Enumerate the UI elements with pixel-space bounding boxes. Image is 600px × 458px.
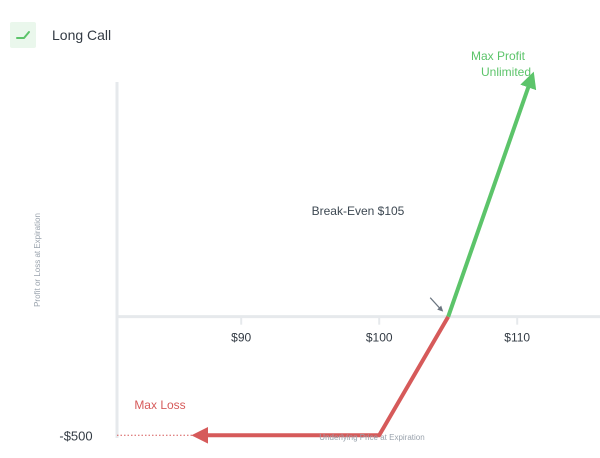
breakeven-pointer-arrowhead — [437, 305, 444, 312]
y-axis-label: Profit or Loss at Expiration — [33, 213, 42, 307]
x-tick-label: $90 — [231, 331, 251, 345]
max-profit-label-line-1: Max Profit — [471, 49, 526, 63]
loss-segment-line — [191, 315, 450, 444]
legend: Long Call — [10, 22, 111, 48]
max-profit-label-line-2: Unlimited — [481, 65, 531, 79]
max-loss-label: Max Loss — [134, 398, 185, 412]
legend-label: Long Call — [52, 27, 112, 43]
long-call-payoff-icon — [10, 22, 36, 48]
y-tick-label: -$500 — [59, 428, 92, 443]
profit-segment-line — [446, 71, 537, 318]
x-tick-label: $100 — [366, 331, 393, 345]
x-axis-label: Underlying Price at Expiration — [319, 433, 424, 442]
breakeven-annotation: Break-Even $105 — [312, 204, 405, 218]
breakeven-pointer-line — [429, 297, 441, 310]
x-tick-label: $110 — [504, 331, 530, 345]
